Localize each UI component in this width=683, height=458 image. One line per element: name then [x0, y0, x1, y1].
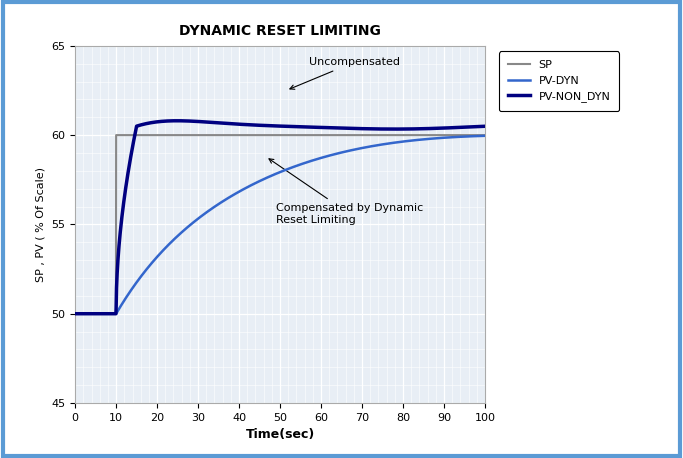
Title: DYNAMIC RESET LIMITING: DYNAMIC RESET LIMITING: [179, 24, 381, 38]
Legend: SP, PV-DYN, PV-NON_DYN: SP, PV-DYN, PV-NON_DYN: [499, 51, 619, 111]
Y-axis label: SP , PV ( % Of Scale): SP , PV ( % Of Scale): [36, 167, 46, 282]
X-axis label: Time(sec): Time(sec): [245, 428, 315, 442]
Text: Compensated by Dynamic
Reset Limiting: Compensated by Dynamic Reset Limiting: [269, 159, 423, 224]
Text: Uncompensated: Uncompensated: [290, 57, 400, 89]
